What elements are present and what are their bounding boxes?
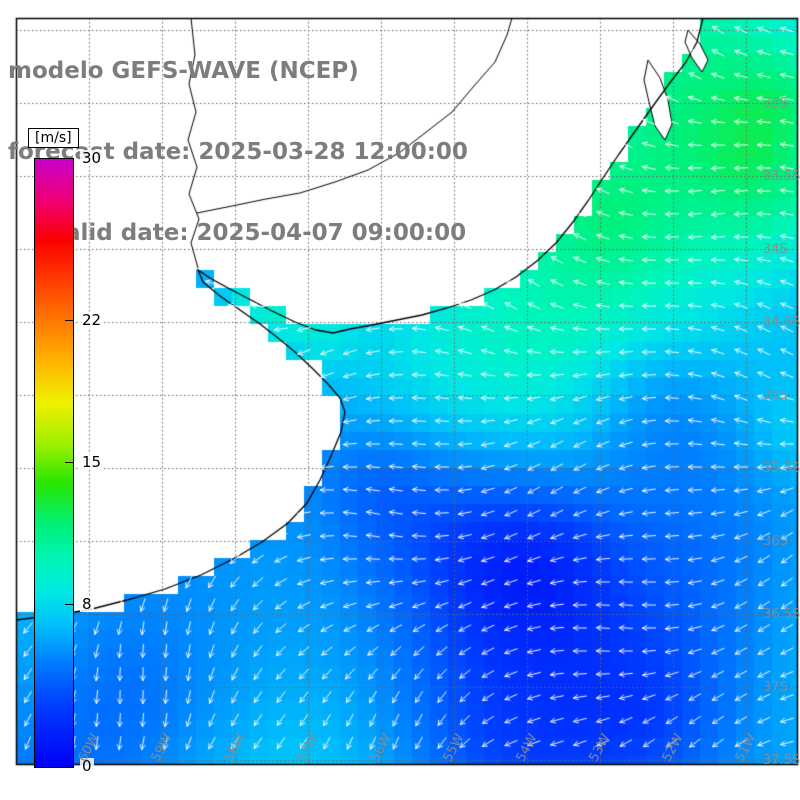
colorbar-tick-label: 30 (80, 149, 104, 167)
colorbar-tick-label: 15 (80, 453, 104, 471)
colorbar-tick-mark (65, 603, 73, 605)
lat-axis-label: 37.5S (763, 753, 800, 768)
lat-axis-label: 33.5S (763, 169, 800, 184)
lat-axis-label: 34.5S (763, 315, 800, 330)
colorbar-unit-label: [m/s] (28, 128, 79, 148)
lat-axis-label: 36S (763, 534, 788, 549)
colorbar: [m/s] 30 22 15 8 0 (28, 128, 138, 778)
colorbar-tick-label: 22 (80, 311, 104, 330)
lat-axis-label: 35S (763, 388, 788, 403)
colorbar-tick-mark (65, 320, 73, 322)
colorbar-tick-mark (65, 158, 73, 159)
lat-axis-label: 33S (763, 96, 788, 111)
lat-axis-label: 34S (763, 242, 788, 257)
colorbar-tick-mark (65, 462, 73, 463)
colorbar-gradient (34, 158, 74, 768)
colorbar-tick-label: 0 (80, 757, 94, 775)
colorbar-tick-label: 8 (80, 594, 94, 613)
lat-axis-label: 37S (763, 680, 788, 695)
model-title: modelo GEFS-WAVE (NCEP) (8, 58, 359, 84)
colorbar-tick-mark (65, 765, 73, 766)
lat-axis-label: 36.5S (763, 607, 800, 622)
lat-axis-label: 35.5S (763, 461, 800, 476)
